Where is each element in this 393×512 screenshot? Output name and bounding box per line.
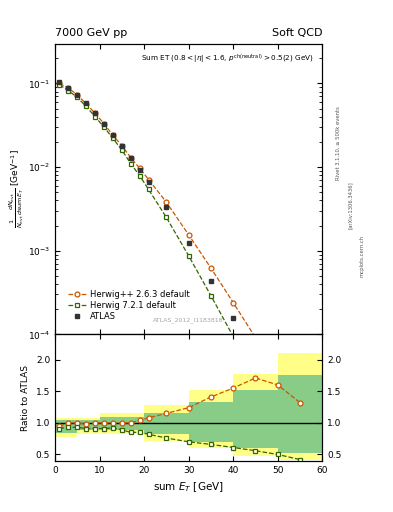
ATLAS — [75, 92, 80, 98]
Herwig 7.2.1 default — [119, 147, 124, 153]
Line: ATLAS: ATLAS — [57, 79, 303, 438]
Herwig++ 2.6.3 default — [298, 422, 302, 428]
Herwig 7.2.1 default — [66, 88, 71, 94]
Text: [arXiv:1306.3436]: [arXiv:1306.3436] — [348, 181, 353, 229]
Herwig 7.2.1 default — [253, 375, 258, 381]
Herwig++ 2.6.3 default — [231, 300, 235, 306]
Text: 7000 GeV pp: 7000 GeV pp — [55, 28, 127, 38]
Herwig++ 2.6.3 default — [253, 334, 258, 340]
Herwig++ 2.6.3 default — [57, 80, 62, 87]
ATLAS — [93, 110, 97, 116]
Herwig++ 2.6.3 default — [110, 132, 115, 138]
Text: Rivet 3.1.10, ≥ 500k events: Rivet 3.1.10, ≥ 500k events — [336, 106, 341, 180]
X-axis label: sum $E_T$ [GeV]: sum $E_T$ [GeV] — [153, 480, 224, 494]
Text: Soft QCD: Soft QCD — [272, 28, 322, 38]
Herwig++ 2.6.3 default — [129, 155, 133, 161]
Herwig 7.2.1 default — [102, 124, 107, 130]
Herwig 7.2.1 default — [146, 186, 151, 193]
Herwig++ 2.6.3 default — [66, 85, 71, 91]
Herwig 7.2.1 default — [57, 82, 62, 88]
ATLAS — [298, 432, 302, 438]
Herwig 7.2.1 default — [110, 135, 115, 141]
Herwig++ 2.6.3 default — [186, 232, 191, 238]
Herwig 7.2.1 default — [298, 464, 302, 470]
ATLAS — [57, 78, 62, 84]
ATLAS — [186, 240, 191, 246]
Herwig 7.2.1 default — [164, 215, 169, 221]
Herwig++ 2.6.3 default — [137, 165, 142, 171]
Herwig++ 2.6.3 default — [146, 177, 151, 183]
Text: Sum ET ($0.8 < |\eta| < 1.6$, $p^\mathrm{ch(neutral)} > 0.5(2)$ GeV): Sum ET ($0.8 < |\eta| < 1.6$, $p^\mathrm… — [141, 52, 314, 66]
Herwig++ 2.6.3 default — [209, 265, 213, 271]
ATLAS — [119, 143, 124, 149]
ATLAS — [209, 278, 213, 284]
Herwig++ 2.6.3 default — [275, 376, 280, 382]
ATLAS — [146, 179, 151, 185]
Herwig++ 2.6.3 default — [93, 110, 97, 116]
ATLAS — [129, 155, 133, 161]
Y-axis label: Ratio to ATLAS: Ratio to ATLAS — [21, 365, 30, 431]
Herwig 7.2.1 default — [231, 333, 235, 339]
ATLAS — [275, 393, 280, 399]
Herwig++ 2.6.3 default — [102, 121, 107, 127]
ATLAS — [164, 204, 169, 210]
Herwig++ 2.6.3 default — [119, 143, 124, 149]
ATLAS — [110, 132, 115, 138]
Herwig 7.2.1 default — [75, 94, 80, 100]
ATLAS — [84, 100, 88, 106]
Line: Herwig 7.2.1 default: Herwig 7.2.1 default — [57, 82, 303, 470]
ATLAS — [231, 315, 235, 322]
Legend: Herwig++ 2.6.3 default, Herwig 7.2.1 default, ATLAS: Herwig++ 2.6.3 default, Herwig 7.2.1 def… — [64, 287, 193, 325]
Herwig 7.2.1 default — [93, 114, 97, 120]
Herwig++ 2.6.3 default — [84, 101, 88, 107]
Herwig 7.2.1 default — [186, 253, 191, 259]
ATLAS — [253, 354, 258, 360]
Herwig 7.2.1 default — [209, 292, 213, 298]
Herwig++ 2.6.3 default — [75, 92, 80, 98]
ATLAS — [137, 166, 142, 173]
Herwig 7.2.1 default — [129, 161, 133, 167]
Herwig 7.2.1 default — [275, 418, 280, 424]
ATLAS — [102, 121, 107, 127]
Herwig 7.2.1 default — [84, 103, 88, 110]
Text: ATLAS_2012_I1183818: ATLAS_2012_I1183818 — [153, 317, 224, 323]
Line: Herwig++ 2.6.3 default: Herwig++ 2.6.3 default — [57, 81, 303, 428]
Herwig 7.2.1 default — [137, 173, 142, 179]
Text: mcplots.cern.ch: mcplots.cern.ch — [360, 235, 365, 277]
Herwig++ 2.6.3 default — [164, 199, 169, 205]
ATLAS — [66, 85, 71, 91]
Y-axis label: $\frac{1}{N_\mathrm{evt}}\frac{dN_\mathrm{evt}}{d\mathrm{sum}\,E_T}$ [GeV$^{-1}$: $\frac{1}{N_\mathrm{evt}}\frac{dN_\mathr… — [7, 150, 26, 228]
